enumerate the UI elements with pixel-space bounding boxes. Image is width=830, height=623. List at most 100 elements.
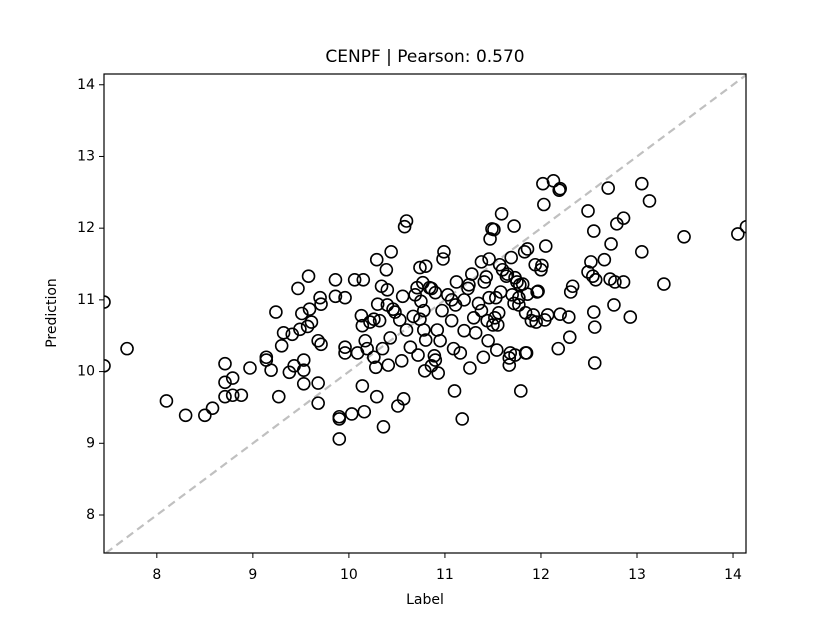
point: [403, 340, 418, 355]
point: [529, 315, 543, 329]
point: [296, 376, 311, 391]
point: [338, 290, 352, 305]
point: [347, 272, 362, 287]
point: [218, 356, 232, 371]
point: [604, 237, 618, 251]
point: [526, 308, 541, 322]
point: [507, 219, 521, 233]
point: [587, 320, 602, 334]
point: [616, 275, 631, 289]
point: [413, 260, 427, 275]
point: [225, 371, 240, 385]
point: [368, 360, 383, 375]
point: [657, 277, 671, 291]
point: [369, 252, 384, 267]
point: [314, 297, 328, 311]
x-tick-label: 11: [436, 567, 454, 583]
point: [295, 306, 309, 321]
point: [608, 275, 622, 289]
point: [535, 258, 549, 273]
point: [494, 207, 509, 221]
point: [471, 296, 486, 311]
point: [388, 305, 402, 319]
x-tick-label: 12: [532, 567, 550, 583]
point: [538, 239, 553, 253]
point: [271, 389, 286, 404]
point: [481, 333, 495, 348]
x-tick-label: 13: [628, 567, 646, 583]
point: [504, 250, 518, 265]
point: [436, 252, 450, 266]
point: [386, 302, 400, 316]
point: [486, 318, 500, 332]
point: [739, 219, 746, 234]
chart-title: CENPF | Pearson: 0.570: [325, 47, 524, 67]
point: [399, 214, 414, 228]
point: [218, 375, 232, 390]
y-tick-label: 8: [86, 507, 95, 523]
point: [344, 407, 359, 421]
point: [328, 289, 343, 304]
point: [500, 267, 515, 281]
point: [482, 252, 496, 266]
point: [463, 361, 477, 375]
point: [332, 432, 347, 446]
point: [635, 245, 649, 259]
point: [276, 326, 291, 340]
point: [328, 272, 343, 287]
point: [304, 315, 319, 329]
point: [623, 310, 638, 324]
point: [474, 255, 489, 269]
point: [444, 313, 459, 328]
point: [455, 412, 470, 426]
point: [418, 333, 433, 347]
point: [588, 272, 603, 287]
x-tick-label: 10: [340, 567, 358, 583]
point: [586, 305, 601, 319]
y-tick-label: 11: [77, 292, 95, 308]
point: [563, 285, 578, 299]
point: [489, 343, 504, 357]
identity-line: [105, 74, 746, 553]
point: [531, 284, 545, 299]
point: [437, 245, 451, 259]
point: [601, 181, 615, 195]
point: [487, 222, 501, 237]
point: [358, 333, 373, 348]
point: [367, 350, 381, 365]
point: [356, 272, 371, 287]
point: [562, 310, 576, 324]
point: [311, 396, 325, 410]
y-tick-label: 12: [77, 220, 95, 236]
point: [465, 267, 479, 281]
point: [159, 394, 174, 408]
point: [447, 384, 462, 398]
point: [355, 318, 370, 333]
point: [311, 333, 325, 348]
point: [355, 379, 370, 393]
point: [395, 289, 410, 304]
point: [418, 259, 433, 273]
point: [731, 227, 745, 241]
point: [375, 341, 390, 356]
x-tick-label: 9: [248, 567, 257, 583]
point: [433, 333, 447, 348]
point: [581, 265, 595, 279]
point: [587, 356, 602, 370]
point: [311, 376, 325, 390]
point: [205, 401, 220, 415]
x-tick-label: 8: [152, 567, 161, 583]
point: [380, 283, 395, 297]
point: [392, 313, 407, 327]
point: [510, 275, 524, 289]
point: [394, 354, 409, 368]
point: [616, 211, 631, 225]
point: [537, 197, 551, 212]
point: [495, 262, 510, 277]
point: [512, 298, 526, 312]
point: [597, 252, 612, 267]
point: [104, 359, 111, 373]
point: [370, 297, 385, 311]
point: [372, 313, 387, 328]
point: [411, 348, 425, 362]
